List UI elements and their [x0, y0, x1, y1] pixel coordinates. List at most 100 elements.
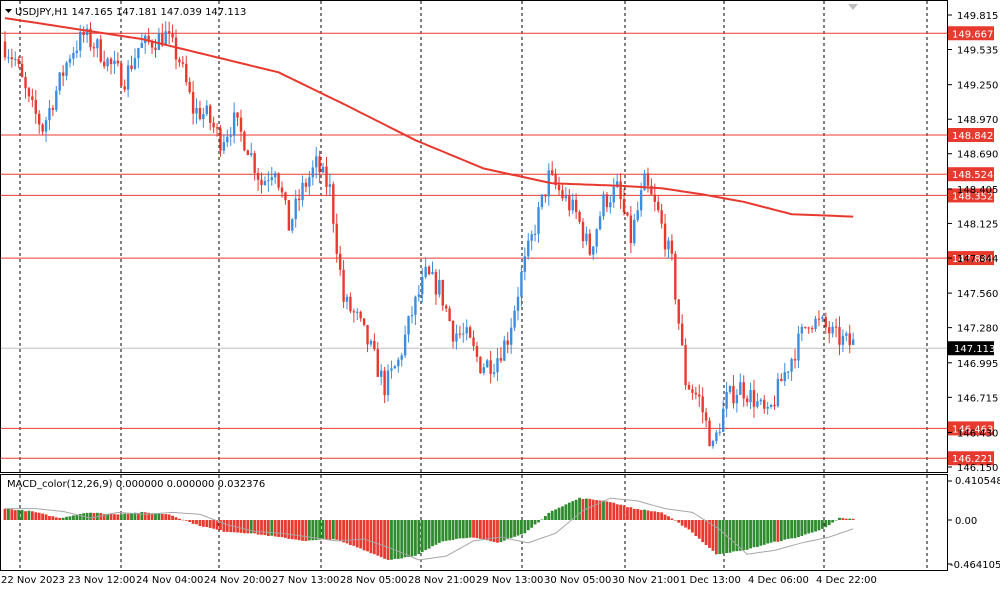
macd-panel-frame	[0, 474, 948, 571]
level-price-label: 146.221	[952, 454, 993, 465]
candle-body	[564, 195, 568, 199]
candle-body	[321, 166, 325, 173]
candle-body	[646, 173, 650, 186]
macd-bar	[684, 520, 687, 528]
macd-bar	[458, 520, 462, 539]
macd-bar	[694, 520, 698, 537]
candle-body	[773, 404, 776, 407]
macd-bar	[178, 518, 181, 520]
candle-body	[626, 212, 629, 216]
candle-body	[448, 308, 451, 321]
candle-body	[154, 47, 157, 50]
macd-bar	[509, 520, 513, 539]
macd-bar	[400, 520, 404, 559]
symbol-dropdown-icon[interactable]	[5, 9, 12, 13]
macd-bar	[571, 501, 575, 520]
macd-bar	[540, 519, 544, 520]
candle-body	[24, 76, 27, 89]
macd-bar	[680, 520, 684, 526]
candle-body	[304, 182, 308, 187]
macd-bar	[838, 517, 841, 520]
price-panel-frame	[0, 0, 948, 473]
candle-body	[10, 57, 14, 60]
candle-body	[140, 43, 143, 48]
candle-body	[756, 401, 759, 407]
level-price-box	[948, 167, 994, 182]
macd-bar	[701, 520, 705, 543]
candle-body	[636, 210, 639, 221]
candle-body	[68, 58, 72, 63]
candle-body	[513, 310, 516, 328]
macd-bar	[455, 520, 458, 539]
macd-bar	[143, 512, 147, 520]
macd-bar	[239, 520, 243, 533]
macd-bar	[65, 516, 68, 520]
candle-body	[537, 207, 540, 234]
macd-bar	[489, 520, 493, 542]
moving-average	[4, 17, 854, 218]
candle-body	[821, 317, 824, 319]
candle-body	[369, 341, 373, 345]
macd-bar	[424, 520, 428, 551]
macd-bar	[496, 520, 499, 543]
macd-bar	[205, 520, 209, 528]
macd-bar	[687, 520, 691, 530]
macd-bar	[564, 504, 568, 520]
candle-body	[793, 358, 797, 361]
candle-body	[147, 35, 150, 42]
macd-bar	[366, 520, 369, 552]
candle-body	[277, 173, 280, 188]
candle-body	[462, 333, 465, 335]
candle-body	[571, 199, 574, 211]
macd-bar	[851, 518, 855, 520]
price-tick-label: 149.250	[957, 81, 998, 92]
scroll-end-icon[interactable]	[848, 4, 858, 10]
macd-bar	[810, 520, 814, 533]
macd-bar	[578, 497, 581, 520]
macd-bar	[547, 512, 551, 520]
candle-body	[533, 233, 537, 235]
macd-bar	[461, 520, 465, 539]
macd-bar	[362, 520, 366, 551]
candle-body	[718, 431, 721, 433]
time-tick-label: 4 Dec 06:00	[748, 575, 809, 586]
macd-bar	[602, 500, 605, 520]
macd-bar	[492, 520, 496, 543]
candle-body	[311, 167, 314, 178]
candle-body	[752, 390, 756, 407]
macd-bar	[502, 520, 506, 541]
macd-bar	[355, 520, 359, 548]
candle-body	[164, 31, 167, 46]
candle-body	[677, 299, 680, 324]
candles	[3, 21, 855, 449]
candle-body	[612, 186, 615, 203]
macd-bar	[820, 520, 824, 529]
candle-body	[38, 113, 41, 125]
macd-bar	[270, 520, 274, 536]
time-tick-label: 27 Nov 13:00	[272, 575, 339, 586]
macd-bar	[260, 520, 263, 535]
candle-body	[851, 339, 855, 345]
macd-bar	[215, 520, 219, 530]
macd-bar	[636, 508, 640, 520]
price-tick-label: 147.844	[957, 254, 998, 265]
candle-body	[838, 327, 841, 345]
time-tick-label: 4 Dec 22:00	[816, 575, 877, 586]
candle-body	[639, 190, 643, 211]
level-price-label: 148.524	[952, 170, 993, 181]
macd-bar	[249, 520, 253, 534]
macd-bar	[697, 520, 701, 539]
candle-body	[263, 181, 267, 186]
macd-signal-line	[5, 497, 854, 561]
macd-bar	[301, 520, 304, 541]
candle-body	[653, 194, 656, 202]
macd-bar	[588, 498, 592, 520]
macd-bar	[431, 520, 434, 547]
candle-body	[434, 272, 438, 295]
candle-body	[568, 195, 571, 211]
macd-title: MACD_color(12,26,9) 0.000000 0.000000 0.…	[7, 479, 265, 490]
candle-body	[561, 190, 564, 199]
macd-bar	[732, 520, 735, 552]
candle-body	[250, 153, 253, 156]
candle-body	[161, 33, 164, 46]
